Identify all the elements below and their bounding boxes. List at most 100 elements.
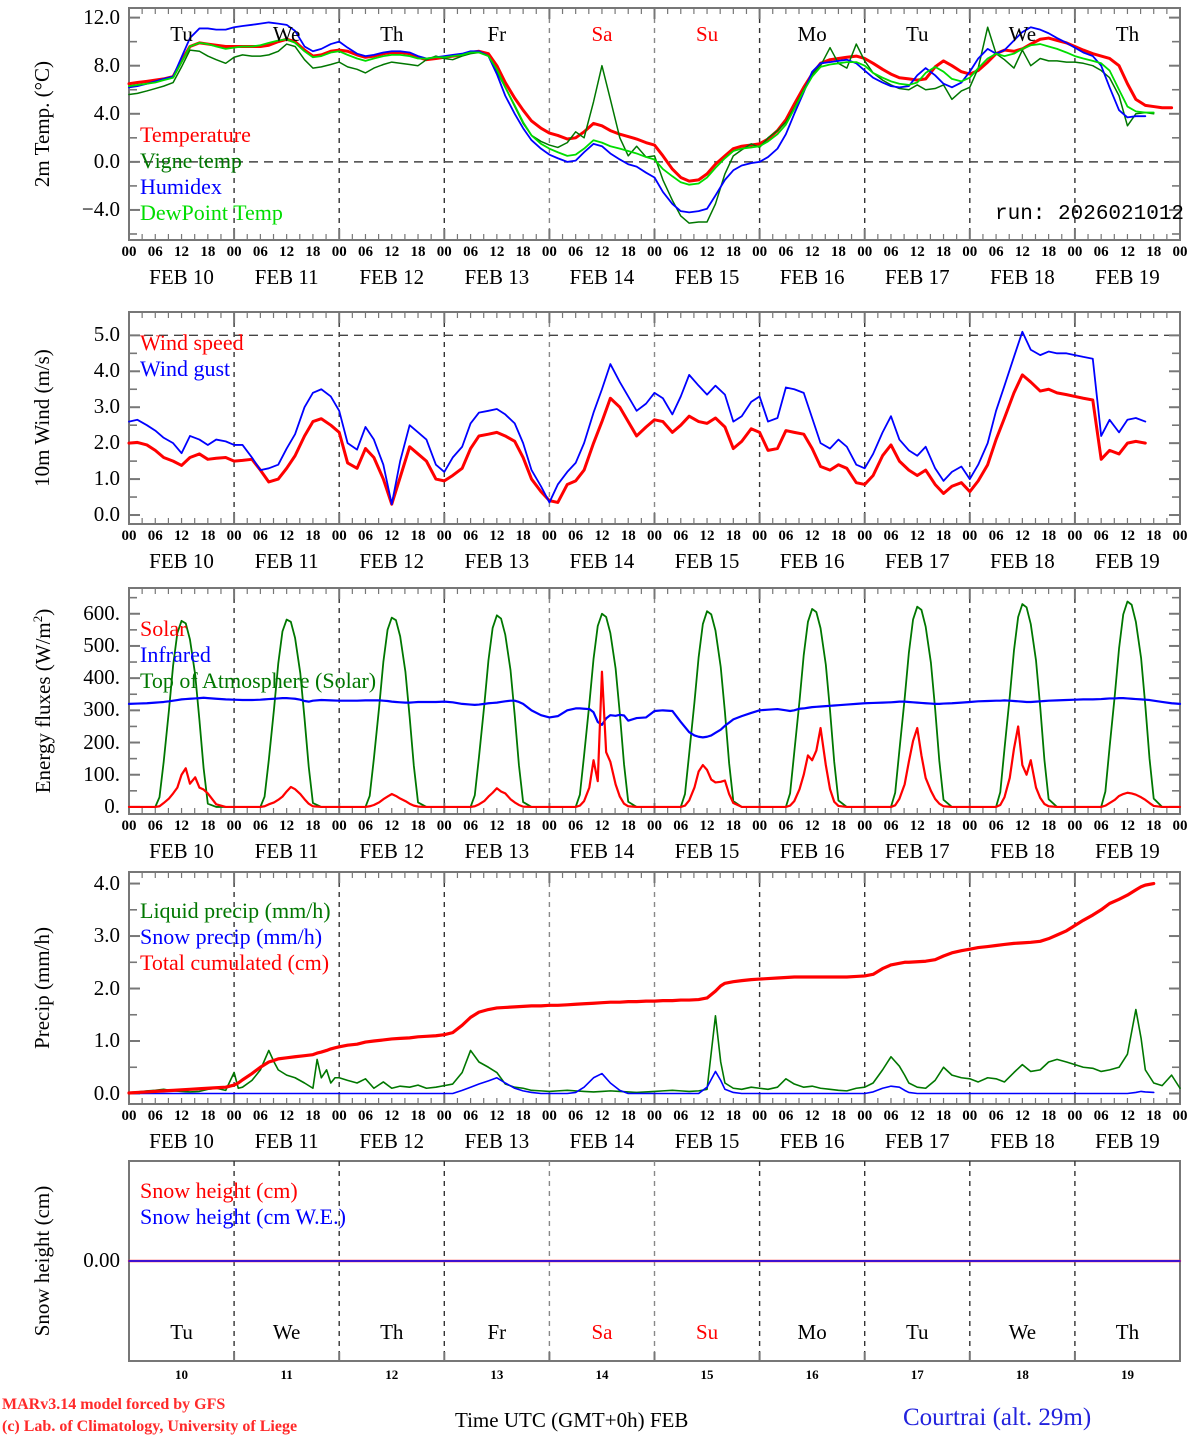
hour-tick-label: 18	[515, 528, 531, 544]
hour-tick-label: 00	[541, 528, 557, 544]
model-credit-line2: (c) Lab. of Climatology, University of L…	[2, 1418, 298, 1435]
hour-tick-label: 12	[489, 528, 505, 544]
snow-day-label-mo-6: Mo	[797, 1320, 827, 1344]
snow-yaxis-title: Snow height (cm)	[30, 1185, 54, 1337]
axis-day-number: 19	[1120, 1367, 1134, 1382]
temperature-ytick-label: 8.0	[93, 52, 120, 77]
hour-tick-label: 00	[752, 244, 768, 260]
hour-tick-label: 06	[463, 244, 479, 260]
hour-tick-label: 18	[1146, 818, 1162, 834]
hour-tick-label: 06	[147, 818, 163, 834]
hour-tick-label: 12	[699, 1108, 715, 1124]
hour-tick-label: 18	[410, 528, 426, 544]
hour-tick-label: 18	[936, 244, 952, 260]
hour-tick-label: 06	[252, 244, 268, 260]
date-label: FEB 10	[149, 1129, 214, 1153]
date-label: FEB 14	[569, 839, 635, 863]
hour-tick-label: 00	[647, 818, 662, 834]
hour-tick-label: 00	[226, 818, 242, 834]
hour-tick-label: 06	[252, 818, 268, 834]
hour-tick-label: 12	[1119, 244, 1135, 260]
hour-tick-label: 06	[1093, 818, 1109, 834]
hour-tick-label: 18	[830, 528, 846, 544]
wind-yaxis-title: 10m Wind (m/s)	[30, 349, 54, 487]
hour-tick-label: 18	[305, 1108, 321, 1124]
hour-tick-label: 00	[647, 528, 662, 544]
snow-day-label-we-1: We	[272, 1320, 301, 1344]
date-label: FEB 19	[1095, 1129, 1160, 1153]
axis-day-number: 11	[280, 1367, 293, 1382]
date-label: FEB 16	[779, 839, 845, 863]
hour-tick-label: 18	[620, 528, 636, 544]
precip-legend-item: Total cumulated (cm)	[140, 949, 330, 975]
hour-tick-label: 00	[857, 1108, 873, 1124]
hour-tick-label: 12	[594, 1108, 610, 1124]
hour-tick-label: 12	[594, 528, 610, 544]
temperature-ytick-label: −4.0	[81, 196, 120, 221]
temperature-legend: Temperature Vigne temp Humidex DewPoint Tem…	[140, 122, 283, 226]
date-label: FEB 19	[1095, 265, 1160, 289]
hour-tick-label: 12	[804, 818, 820, 834]
day-label-sa-4: Sa	[591, 22, 613, 46]
hour-tick-label: 18	[410, 244, 426, 260]
hour-tick-label: 00	[541, 818, 557, 834]
hour-tick-label: 12	[909, 244, 925, 260]
date-label: FEB 10	[149, 265, 214, 289]
date-label: FEB 16	[779, 549, 845, 573]
hour-tick-label: 18	[305, 818, 321, 834]
day-label-th-2: Th	[380, 22, 404, 46]
energy-legend-item: Infrared	[140, 641, 211, 667]
hour-tick-label: 12	[909, 1108, 925, 1124]
hour-tick-label: 12	[1119, 528, 1135, 544]
hour-tick-label: 00	[857, 818, 873, 834]
energy-series-infrared	[127, 696, 1182, 739]
snow-day-label-su-5: Su	[695, 1320, 719, 1344]
day-label-su-5: Su	[695, 22, 719, 46]
hour-tick-label: 18	[1146, 244, 1162, 260]
hour-tick-label: 18	[936, 1108, 952, 1124]
hour-tick-label: 06	[778, 244, 794, 260]
date-label: FEB 18	[989, 549, 1055, 573]
wind-series-wind-gust	[128, 330, 1147, 506]
hour-tick-label: 18	[1041, 528, 1057, 544]
energy-legend: Solar Infrared Top of Atmosphere (Solar)	[140, 616, 376, 694]
hour-tick-label: 06	[568, 1108, 584, 1124]
hour-tick-label: 18	[725, 818, 741, 834]
snow-legend-item: Snow height (cm)	[140, 1178, 298, 1203]
hour-tick-label: 00	[436, 528, 452, 544]
model-run-label: run: 2026021012	[995, 203, 1185, 226]
hour-tick-label: 12	[1014, 1108, 1030, 1124]
hour-tick-label: 06	[568, 528, 584, 544]
model-credit-line1: MARv3.14 model forced by GFS	[2, 1396, 226, 1413]
hour-tick-label: 06	[778, 528, 794, 544]
precip-ytick-label: 0.0	[93, 1080, 120, 1105]
hour-tick-label: 12	[384, 528, 400, 544]
hour-tick-label: 18	[936, 818, 952, 834]
energy-ytick-label: 300.	[83, 697, 120, 722]
date-label: FEB 18	[989, 839, 1055, 863]
hour-tick-label: 12	[174, 528, 190, 544]
hour-tick-label: 00	[331, 818, 347, 834]
date-label: FEB 18	[989, 265, 1055, 289]
hour-tick-label: 12	[489, 1108, 505, 1124]
hour-tick-label: 18	[410, 818, 426, 834]
hour-tick-label: 00	[962, 244, 978, 260]
hour-tick-label: 00	[1172, 528, 1188, 544]
hour-tick-label: 00	[436, 1108, 452, 1124]
hour-tick-label: 06	[988, 244, 1004, 260]
snow-day-label-fr-3: Fr	[487, 1320, 507, 1344]
hour-tick-label: 06	[357, 818, 373, 834]
hour-tick-label: 00	[436, 818, 452, 834]
snow-day-label-th-2: Th	[380, 1320, 404, 1344]
day-label-th-9: Th	[1115, 22, 1140, 46]
hour-tick-label: 00	[541, 1108, 557, 1124]
hour-tick-label: 00	[121, 528, 137, 544]
xaxis-title: Time UTC (GMT+0h) FEB	[455, 1408, 689, 1432]
energy-legend-item: Top of Atmosphere (Solar)	[140, 667, 377, 693]
hour-tick-label: 06	[673, 528, 689, 544]
axis-day-number: 14	[595, 1367, 609, 1382]
date-label: FEB 15	[674, 839, 740, 863]
hour-tick-label: 12	[174, 1108, 190, 1124]
energy-yaxis-title: Energy fluxes (W/m2)	[30, 608, 55, 794]
precip-ytick-label: 3.0	[93, 923, 120, 948]
